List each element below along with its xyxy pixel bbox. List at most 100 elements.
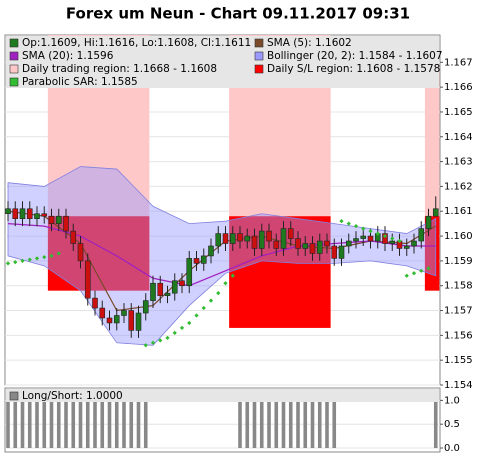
y-tick-label: 0.0 [444,443,460,454]
candle-body [12,208,19,219]
candle-body [41,213,48,217]
bar [100,400,105,448]
y-tick-label: 1.164 [444,132,473,143]
legend-swatch [254,51,264,61]
sar-dot [353,224,359,229]
y-tick-label: 1.166 [444,82,473,93]
candle-body [5,208,11,215]
candle-body [26,208,33,219]
candle-body [360,235,367,239]
candle-body [135,312,142,331]
bar [310,400,315,448]
bar [245,400,250,448]
sar-dot [216,291,221,296]
chart-title: Forex um Neun - Chart 09.11.2017 09:31 [66,5,410,23]
candle-body [55,215,62,224]
candle-body [432,208,439,217]
candle-body [258,230,265,249]
bar [78,400,83,448]
sar-dot [390,236,395,241]
legend-swatch [254,38,264,48]
bar [288,400,293,448]
y-tick-label: 1.163 [444,157,473,168]
legend-label: Op:1.1609, Hi:1.1616, Lo:1.1608, Cl:1.16… [22,37,251,49]
candle-body [84,260,91,299]
bar [325,400,329,448]
legend-label: SMA (5): 1.1602 [267,37,352,49]
candle-body [251,235,258,249]
y-tick-label: 1.158 [444,281,473,292]
legend-swatch [9,38,19,48]
bar [27,400,32,448]
region [229,216,331,328]
y-tick-label: 1.156 [444,330,473,341]
sar-dot [49,253,54,259]
candle-body [244,235,251,242]
y-tick-label: 1.160 [444,231,473,242]
bar [281,400,286,448]
legend-swatch [9,77,19,87]
candle-body [157,282,164,296]
candle-body [150,282,156,301]
bar [274,400,279,448]
legend-box [6,389,439,402]
bar [6,400,10,448]
candle-body [48,215,55,224]
bar [49,400,54,448]
sar-dot [339,219,344,224]
candle-body [215,233,222,247]
candle-body [186,258,193,287]
sar-dot [404,273,409,278]
candle-body [229,233,236,244]
candle-body [287,228,294,239]
candle-body [128,310,135,331]
candle-body [266,230,272,242]
bar [93,400,97,448]
candle-body [411,240,417,247]
y-tick-label: 0.5 [444,419,460,430]
sar-dot [361,226,366,231]
candle-body [418,228,425,242]
sar-dot [158,338,163,343]
bar [238,400,242,448]
bar [296,400,300,448]
bar [42,400,47,448]
bar [267,400,271,448]
bar [56,400,61,448]
sar-dot [411,271,417,276]
sar-dot [223,281,228,286]
sar-dot [346,221,351,226]
candle-body [425,215,432,229]
sar-dot [419,268,424,273]
legend-label: Bollinger (20, 2): 1.1584 - 1.1607 [267,50,443,62]
bar [85,400,90,448]
candle-body [208,245,214,257]
candle-body [273,240,280,249]
sar-dot [143,343,148,348]
legend-label: Parabolic SAR: 1.1585 [22,76,138,88]
candle-body [113,315,120,324]
candle-body [302,243,309,249]
y-tick-label: 1.161 [444,206,473,217]
candle-body [70,230,77,244]
candle-body [193,258,200,264]
legend-box [6,36,439,88]
bar [35,400,39,448]
legend-label: SMA (20): 1.1596 [22,50,114,62]
bar [252,400,257,448]
candle-body [389,240,396,244]
candle-body [309,243,316,254]
y-tick-label: 1.155 [444,355,473,366]
legend-label: Long/Short: 1.0000 [22,390,123,402]
candle-body [237,233,243,242]
candle-body [34,213,40,219]
legend-swatch [254,64,264,74]
sar-dot [187,320,192,326]
legend-swatch [9,51,19,61]
sar-dot [56,251,61,256]
sar-dot [208,298,214,303]
candle-body [99,307,106,319]
bar [114,400,119,448]
candle-body [382,233,388,244]
